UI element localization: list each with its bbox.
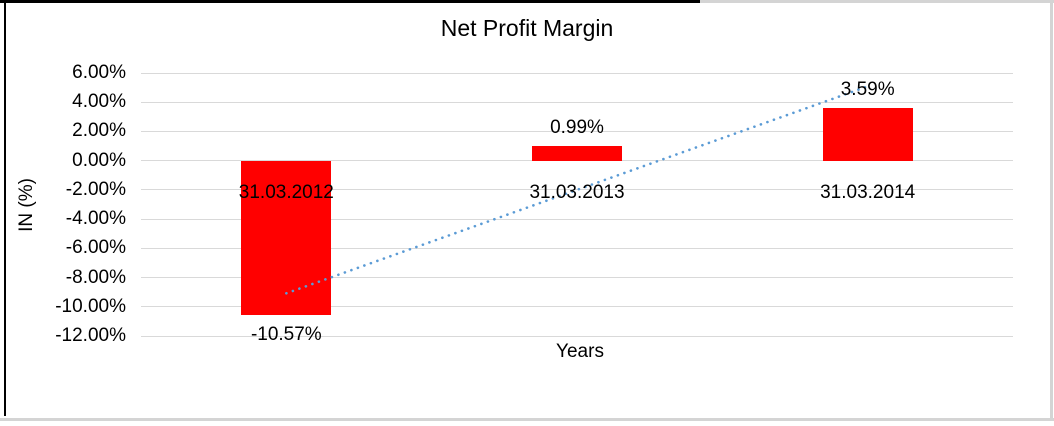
y-tick-label: -4.00% <box>65 208 126 230</box>
x-axis-title: Years <box>556 341 604 362</box>
y-tick-label: 0.00% <box>72 149 126 171</box>
y-tick-label: -8.00% <box>65 266 126 288</box>
frame-left-black-border <box>4 2 6 416</box>
frame-right-gray-border <box>1050 0 1053 421</box>
y-tick-label: 6.00% <box>72 62 126 83</box>
y-tick-label: -12.00% <box>55 325 126 346</box>
bar <box>532 146 622 161</box>
y-tick-label: -2.00% <box>65 178 126 200</box>
frame-bottom-gray-border <box>0 418 1054 421</box>
chart-title: Net Profit Margin <box>440 15 614 41</box>
bar-data-label: -10.57% <box>250 324 322 346</box>
category-label: 31.03.2014 <box>820 181 916 203</box>
y-tick-label: 2.00% <box>72 120 126 142</box>
gridline <box>141 101 1013 103</box>
y-tick-label: -10.00% <box>55 295 126 317</box>
gridline <box>141 306 1013 308</box>
bar <box>822 108 913 161</box>
frame-top-black-border <box>0 0 700 3</box>
bar-data-label: 3.59% <box>840 79 895 101</box>
category-label: 31.03.2013 <box>529 181 625 203</box>
bar-data-label: 0.99% <box>550 117 604 139</box>
y-tick-label: -6.00% <box>65 237 126 259</box>
gridline <box>141 335 1013 337</box>
category-label: 31.03.2012 <box>238 181 334 203</box>
frame-top-gray-border <box>700 0 1054 3</box>
y-tick-label: 4.00% <box>72 91 126 113</box>
gridline <box>141 72 1013 74</box>
